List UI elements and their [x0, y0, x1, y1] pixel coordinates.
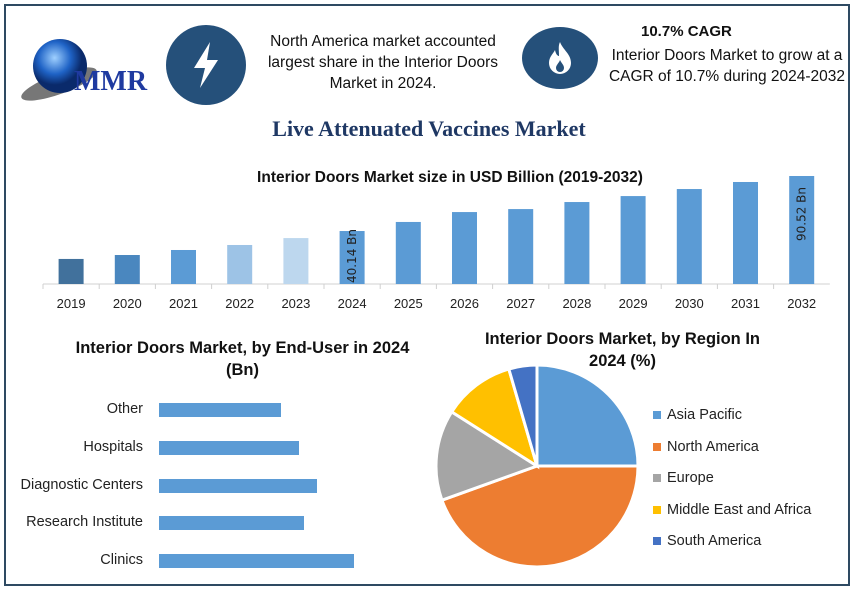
bar-2019: [58, 258, 84, 284]
x-tick-label: 2022: [225, 296, 254, 311]
legend-item: Europe: [653, 470, 714, 486]
bar-2027: [508, 209, 534, 284]
pie-slice-asia-pacific: [535, 363, 640, 468]
legend-swatch: [653, 505, 661, 514]
page-title: Live Attenuated Vaccines Market: [272, 116, 586, 141]
bar-chart-title: Interior Doors Market size in USD Billio…: [257, 169, 643, 186]
x-tick-label: 2021: [169, 296, 198, 311]
legend-label: Europe: [667, 470, 714, 486]
legend-swatch: [653, 411, 661, 419]
x-tick-label: 2027: [506, 296, 535, 311]
end-user-label: Hospitals: [83, 439, 143, 455]
globe-icon: [21, 39, 97, 101]
end-user-bar: [159, 516, 304, 530]
legend-label: North America: [667, 438, 759, 455]
legend-swatch: [653, 537, 661, 545]
bar-2021: [171, 249, 196, 284]
bar-2032: [789, 176, 815, 284]
x-tick-label: 2029: [619, 296, 648, 311]
end-user-label: Clinics: [100, 552, 143, 568]
pie-slice-north-america: [440, 464, 640, 569]
legend-item: South America: [653, 533, 761, 549]
x-tick-label: 2025: [394, 296, 423, 311]
x-tick-label: 2024: [338, 296, 367, 311]
x-tick-label: 2028: [562, 296, 591, 311]
bar-2020: [114, 255, 140, 284]
end-user-label: Research Institute: [26, 514, 143, 530]
pie-slice-europe: [434, 409, 541, 503]
x-tick-label: 2031: [731, 296, 760, 311]
bar-2029: [620, 196, 646, 284]
end-user-bar: [159, 441, 299, 455]
end-user-label: Other: [106, 401, 143, 417]
bar-2026: [452, 212, 477, 284]
bar-2025: [395, 221, 421, 284]
logo-text: MMR: [74, 66, 148, 97]
cagr-title: 10.7% CAGR: [641, 23, 732, 40]
fire-icon-badge: [522, 27, 598, 89]
bar-2022: [227, 244, 253, 284]
mmr-logo: MMR: [14, 36, 159, 101]
x-tick-label: 2026: [450, 296, 479, 311]
cagr-text: Interior Doors Market to grow at a CAGR …: [608, 47, 846, 85]
legend-item: North America: [653, 439, 759, 455]
region-pie-chart: [434, 363, 640, 569]
legend-label: Middle East and Africa: [667, 501, 812, 518]
x-tick-label: 2019: [57, 296, 86, 311]
legend-swatch: [653, 474, 661, 482]
end-user-bar: [159, 479, 317, 493]
bar-2023: [283, 238, 309, 284]
x-tick-label: 2032: [787, 296, 816, 311]
bar-2030: [676, 189, 702, 284]
legend-swatch: [653, 442, 661, 451]
lightning-icon: [194, 42, 218, 88]
fire-icon: [549, 42, 571, 74]
page-frame: [4, 4, 850, 586]
bar-2024: [339, 231, 365, 284]
x-tick-label: 2023: [281, 296, 310, 311]
bar-2031: [733, 181, 758, 284]
end-user-bar: [159, 403, 281, 417]
legend-item: Middle East and Africa: [653, 502, 811, 518]
end-user-bar: [159, 554, 354, 568]
bar-2028: [564, 202, 590, 284]
legend-label: South America: [667, 533, 762, 549]
x-tick-label: 2020: [113, 296, 142, 311]
data-label: 40.14 Bn: [345, 229, 359, 283]
lightning-icon-badge: [166, 25, 246, 105]
end-user-chart-title: Interior Doors Market, by End-User in 20…: [75, 339, 410, 379]
x-tick-label: 2030: [675, 296, 704, 311]
pie-chart-title: Interior Doors Market, by Region In 2024…: [484, 330, 761, 370]
legend-label: Asia Pacific: [667, 407, 742, 423]
market-size-bar-chart: 2019 2020 2021 2022 2023 2024 40.14 Bn 2025 2026…: [42, 176, 830, 311]
end-user-label: Diagnostic Centers: [20, 477, 144, 493]
highlight-text: North America market accounted largest s…: [267, 33, 499, 92]
legend-item: Asia Pacific: [653, 407, 742, 423]
data-label: 90.52 Bn: [795, 187, 809, 241]
pie-slice-south-america: [506, 363, 539, 467]
